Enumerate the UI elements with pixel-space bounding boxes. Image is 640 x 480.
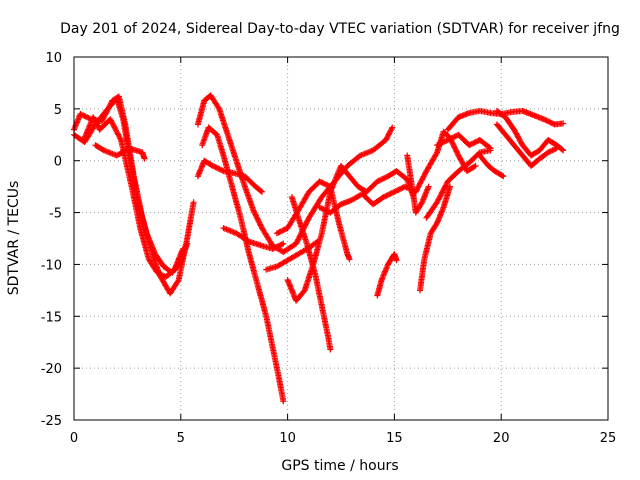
series-track-20 — [444, 107, 567, 133]
y-tick-label: 5 — [54, 103, 62, 118]
marker-path — [81, 114, 186, 280]
series-track-23 — [476, 152, 507, 180]
marker-path — [284, 162, 417, 304]
chart-title: Day 201 of 2024, Sidereal Day-to-day VTE… — [60, 21, 620, 37]
marker-path — [493, 107, 567, 159]
x-tick-label: 15 — [386, 431, 403, 446]
y-tick-label: -10 — [41, 258, 62, 273]
marker-path — [92, 142, 148, 162]
x-tick-label: 10 — [279, 431, 296, 446]
series-track-13 — [316, 183, 419, 216]
y-axis-label: SDTVAR / TECUs — [6, 181, 22, 296]
series-track-19 — [434, 131, 494, 152]
marker-path — [434, 131, 494, 152]
series-track-8 — [220, 225, 287, 252]
marker-path — [417, 183, 453, 294]
x-tick-label: 0 — [70, 431, 78, 446]
marker-path — [476, 152, 507, 180]
series-track-21 — [493, 107, 567, 159]
marker-path — [374, 251, 400, 299]
series-track-14 — [374, 251, 400, 299]
x-tick-label: 5 — [177, 431, 185, 446]
series-track-4 — [92, 142, 148, 162]
marker-path — [194, 157, 265, 195]
series-track-7 — [194, 157, 265, 195]
series-track-18 — [423, 147, 494, 221]
series-track-12 — [284, 162, 417, 304]
x-tick-label: 20 — [493, 431, 510, 446]
marker-path — [220, 225, 287, 252]
marker-path — [316, 183, 419, 216]
x-tick-label: 25 — [600, 431, 617, 446]
y-tick-label: -20 — [41, 362, 62, 377]
marker-path — [423, 147, 494, 221]
series-track-22 — [493, 121, 560, 169]
marker-path — [444, 107, 567, 133]
marker-path — [404, 152, 432, 216]
marker-path — [493, 121, 560, 169]
x-axis-label: GPS time / hours — [281, 458, 398, 474]
y-tick-label: 0 — [54, 155, 62, 170]
y-tick-label: 10 — [45, 51, 62, 66]
y-tick-label: -25 — [41, 414, 62, 429]
series-track-16 — [417, 183, 453, 294]
y-tick-label: -5 — [49, 207, 62, 222]
series-track-15 — [404, 152, 432, 216]
data-series — [71, 92, 567, 405]
series-track-3 — [81, 114, 186, 280]
axis-ticks: 0 5 10 15 20 25 10 5 0 -5 -10 -15 -20 -25 — [41, 51, 617, 446]
y-tick-label: -15 — [41, 310, 62, 325]
plot-frame — [73, 56, 609, 421]
